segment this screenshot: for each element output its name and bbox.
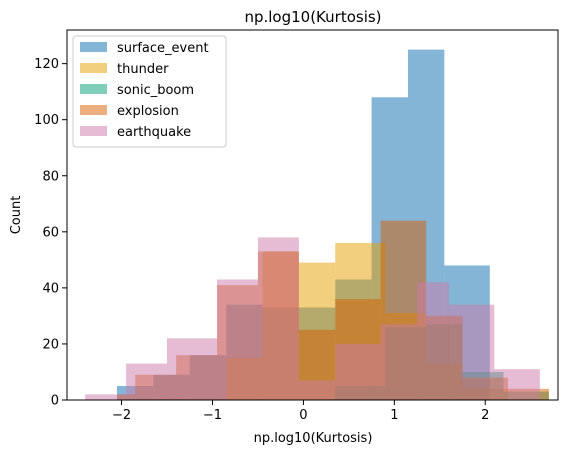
y-tick-label-3: 60 (42, 225, 59, 240)
legend-box (72, 35, 227, 148)
x-tick-label-0: −2 (112, 408, 131, 423)
bar-earthquake-5 (298, 380, 336, 400)
y-tick-label-2: 40 (42, 281, 59, 296)
y-tick-label-1: 20 (42, 337, 59, 352)
bar-earthquake-0 (85, 394, 127, 400)
bar-earthquake-1 (126, 363, 168, 400)
legend-label-thunder: thunder (117, 62, 169, 77)
legend-label-explosion: explosion (117, 104, 179, 119)
legend-label-earthquake: earthquake (117, 125, 191, 140)
plot-frame (66, 29, 559, 401)
bar-earthquake-4 (257, 237, 299, 400)
bar-earthquake-10 (494, 369, 540, 400)
legend-swatch-earthquake (80, 126, 107, 136)
y-tick-label-6: 120 (34, 57, 59, 72)
legend-label-sonic-boom: sonic_boom (117, 83, 194, 98)
bar-earthquake-6 (335, 343, 381, 400)
legend-swatch-thunder (80, 63, 107, 73)
x-tick-label-2: 0 (299, 408, 307, 423)
x-axis: −2 −1 0 1 2 (112, 400, 489, 423)
bar-earthquake-7 (380, 324, 418, 400)
y-axis-label: Count (9, 196, 24, 235)
y-tick-label-4: 80 (42, 169, 59, 184)
y-tick-label-5: 100 (34, 113, 59, 128)
x-tick-label-1: −1 (203, 408, 222, 423)
y-tick-label-0: 0 (51, 394, 59, 409)
bar-earthquake-9 (448, 304, 495, 400)
x-tick-label-4: 2 (481, 408, 489, 423)
legend-swatch-sonic-boom (80, 84, 107, 94)
legend-label-surface-event: surface_event (117, 41, 209, 56)
bar-earthquake-3 (217, 279, 258, 400)
legend-swatch-surface-event (80, 42, 107, 52)
y-axis: 0 20 40 60 80 100 120 (34, 57, 67, 409)
legend-swatch-explosion (80, 105, 107, 115)
bars-layer (85, 49, 549, 400)
x-tick-label-3: 1 (390, 408, 398, 423)
x-axis-label: np.log10(Kurtosis) (254, 431, 373, 446)
bar-earthquake-8 (417, 282, 449, 400)
chart-title: np.log10(Kurtosis) (244, 8, 381, 26)
bar-earthquake-2 (167, 338, 218, 400)
